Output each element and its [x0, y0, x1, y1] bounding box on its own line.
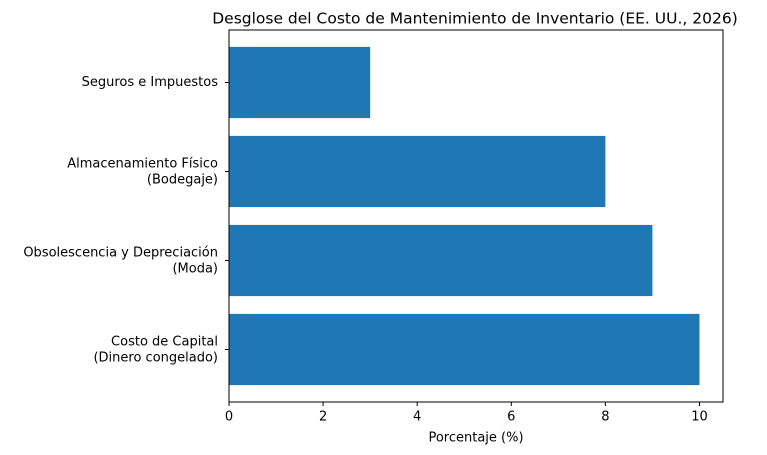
bar [229, 313, 700, 386]
x-tick-label: 4 [413, 410, 421, 425]
y-tick-label: Seguros e Impuestos [82, 75, 219, 90]
y-tick-label: Costo de Capital (Dinero congelado) [93, 334, 218, 365]
x-tick-label: 6 [507, 410, 515, 425]
chart-title: Desglose del Costo de Mantenimiento de I… [212, 10, 738, 28]
x-tick-label: 8 [601, 410, 609, 425]
y-tick-label: Obsolescencia y Depreciación (Moda) [23, 245, 218, 276]
bar [229, 135, 606, 208]
y-tick-label: Almacenamiento Físico (Bodegaje) [67, 156, 218, 187]
x-tick-label: 0 [225, 410, 233, 425]
bar [229, 46, 371, 119]
bar [229, 224, 653, 297]
x-axis-label: Porcentaje (%) [428, 431, 523, 446]
plot-frame [228, 29, 724, 403]
x-tick-label: 10 [691, 410, 708, 425]
x-tick-label: 2 [319, 410, 327, 425]
